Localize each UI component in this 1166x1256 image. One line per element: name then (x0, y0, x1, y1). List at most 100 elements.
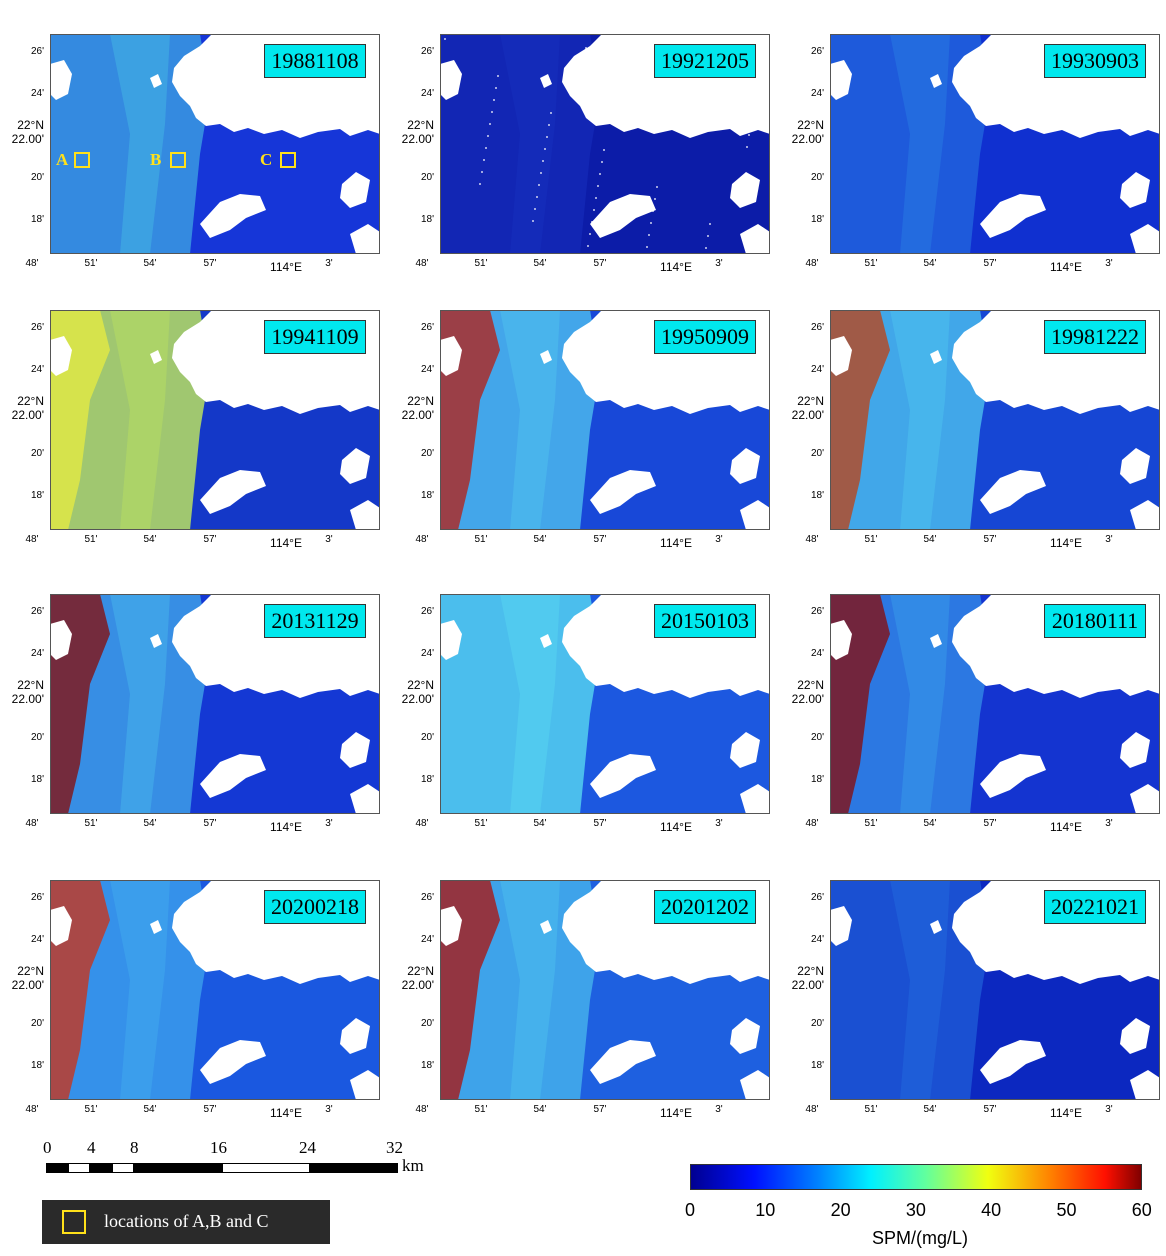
spm-map (830, 310, 1160, 530)
x-tick-label: 54' (143, 534, 157, 545)
date-label: 20180111 (1044, 604, 1146, 638)
date-label: 20150103 (654, 604, 756, 638)
longitude-label: 114°E (660, 536, 692, 550)
island (150, 920, 162, 934)
longitude-label: 114°E (1050, 260, 1082, 274)
latitude-label: 22°N 22.00' (791, 118, 824, 146)
longitude-label: 114°E (1050, 1106, 1082, 1120)
longitude-label: 114°E (1050, 536, 1082, 550)
x-tick-label: 3' (715, 1104, 723, 1115)
y-tick-label: 24' (30, 648, 44, 659)
x-tick-label: 57' (203, 1104, 217, 1115)
longitude-label: 114°E (1050, 820, 1082, 834)
island (340, 1018, 370, 1054)
date-label: 20131129 (264, 604, 366, 638)
yellow-square-icon (62, 1210, 86, 1234)
island (1130, 224, 1160, 254)
longitude-label: 114°E (270, 1106, 302, 1120)
x-tick-label: 3' (715, 258, 723, 269)
island (540, 74, 552, 88)
x-tick-label: 3' (325, 534, 333, 545)
y-tick-label: 20' (810, 732, 824, 743)
x-tick-label: 48' (25, 258, 39, 269)
x-tick-label: 57' (203, 258, 217, 269)
island (440, 620, 462, 660)
x-tick-label: 51' (474, 818, 488, 829)
x-tick-label: 3' (325, 258, 333, 269)
x-tick-label: 54' (143, 1104, 157, 1115)
island (1098, 648, 1126, 674)
latitude-label: 22°N 22.00' (11, 118, 44, 146)
x-tick-label: 57' (983, 818, 997, 829)
island (50, 60, 72, 100)
x-tick-label: 57' (593, 818, 607, 829)
island (708, 648, 736, 674)
x-tick-label: 57' (593, 534, 607, 545)
y-tick-label: 18' (420, 1060, 434, 1071)
x-tick-label: 48' (805, 258, 819, 269)
x-tick-label: 48' (415, 534, 429, 545)
x-tick-label: 54' (923, 1104, 937, 1115)
scale-unit: km (402, 1156, 424, 1175)
x-tick-label: 3' (1105, 258, 1113, 269)
latitude-label: 22°N 22.00' (11, 964, 44, 992)
x-tick-label: 54' (533, 1104, 547, 1115)
site-marker-box (170, 152, 186, 168)
island (350, 784, 380, 814)
island (740, 784, 770, 814)
island (930, 74, 942, 88)
x-tick-label: 51' (864, 818, 878, 829)
scale-label-24: 24 (299, 1138, 316, 1157)
date-label: 20221021 (1044, 890, 1146, 924)
y-tick-label: 18' (30, 1060, 44, 1071)
x-tick-label: 51' (84, 534, 98, 545)
map-panel: 20180111 26' 24' 22°N 22.00' 20' 18' 48' 51' 54' 5… (780, 560, 1160, 834)
map-panel: 20131129 26' 24' 22°N 22.00' 20' 18' 48' 51' 54' 5… (0, 560, 380, 834)
island (590, 754, 656, 798)
island (50, 906, 72, 946)
island (930, 350, 942, 364)
y-tick-label: 26' (420, 606, 434, 617)
x-tick-label: 3' (715, 534, 723, 545)
latitude-label: 22°N 22.00' (791, 678, 824, 706)
map-panel: 20201202 26' 24' 22°N 22.00' 20' 18' 48' 51' 54' 5… (390, 846, 770, 1120)
map-panel: 19950909 26' 24' 22°N 22.00' 20' 18' 48' 51' 54' 5… (390, 276, 770, 550)
island (318, 88, 346, 114)
site-label: C (260, 150, 273, 169)
y-tick-label: 18' (420, 214, 434, 225)
y-tick-label: 24' (810, 648, 824, 659)
scale-label-4: 4 (87, 1138, 96, 1157)
island (318, 648, 346, 674)
x-tick-label: 57' (203, 818, 217, 829)
scale-bar: 0 4 8 16 24 32 km (43, 1138, 446, 1178)
island (150, 350, 162, 364)
y-tick-label: 26' (810, 892, 824, 903)
site-label: A (56, 150, 69, 169)
scale-label-8: 8 (130, 1138, 139, 1157)
island (340, 732, 370, 768)
island (730, 172, 760, 208)
island (830, 620, 852, 660)
island (1130, 1070, 1160, 1100)
y-tick-label: 20' (30, 448, 44, 459)
y-tick-label: 20' (810, 1018, 824, 1029)
longitude-label: 114°E (660, 820, 692, 834)
y-tick-label: 20' (810, 172, 824, 183)
island (980, 754, 1046, 798)
island (740, 224, 770, 254)
y-tick-label: 26' (810, 606, 824, 617)
longitude-label: 114°E (270, 260, 302, 274)
colorbar-tick-label: 0 (684, 1200, 695, 1220)
island (200, 1040, 266, 1084)
date-label: 19930903 (1044, 44, 1146, 78)
island (540, 350, 552, 364)
x-tick-label: 51' (84, 818, 98, 829)
island (340, 448, 370, 484)
y-tick-label: 26' (810, 46, 824, 57)
site-marker-box (280, 152, 296, 168)
y-tick-label: 24' (30, 934, 44, 945)
y-tick-label: 20' (30, 1018, 44, 1029)
y-tick-label: 24' (810, 88, 824, 99)
colorbar-tick-label: 60 (1131, 1200, 1152, 1220)
island (200, 754, 266, 798)
